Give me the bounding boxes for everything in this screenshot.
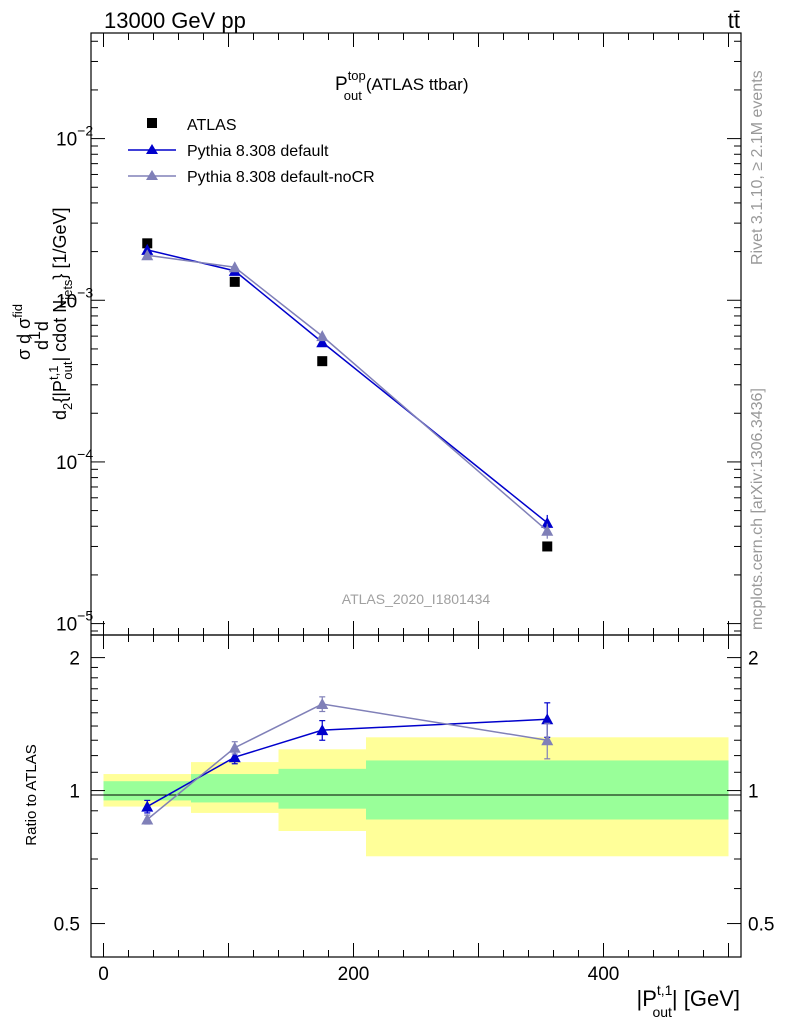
- ratio-ytick-label-right: 2: [748, 649, 759, 670]
- ratio-series-line: [146, 718, 548, 808]
- ratio-data: [141, 696, 554, 825]
- xtick-label: 400: [588, 964, 620, 985]
- main-data: [141, 238, 554, 552]
- ratio-frame: [90, 634, 742, 958]
- ratio-data-point: [141, 813, 154, 825]
- svg-text:σ d σfid: σ d σfid: [10, 304, 34, 360]
- mc-data-point: [316, 330, 329, 342]
- main-ytick-label: 10−2: [56, 123, 93, 151]
- atlas-data-point: [542, 541, 553, 552]
- mc-data-point: [141, 249, 154, 261]
- ratio-panel: 0.5 0.5 1 1 2 2 0 200 400 Ratio to ATLAS: [23, 634, 774, 985]
- ratio-ytick-label: 0.5: [54, 915, 80, 936]
- ratio-data-point: [228, 751, 241, 763]
- analysis-watermark: ATLAS_2020_I1801434: [342, 591, 491, 607]
- xtick-label: 0: [98, 964, 109, 985]
- main-title: Ptop out(ATLAS ttbar): [335, 68, 469, 103]
- mc-data-point: [541, 516, 554, 528]
- svg-text:d1d: d1d: [27, 321, 52, 350]
- stat-uncertainty-band: [278, 768, 366, 809]
- atlas-data-point: [317, 356, 328, 367]
- legend-label-default: Pythia 8.308 default: [187, 143, 329, 160]
- mc-data-point: [316, 336, 329, 348]
- ratio-ytick-label: 1: [69, 782, 80, 803]
- main-ylabel: d1d d2{|Pt,1out| cdot Njets} [1/GeV] σ d…: [10, 208, 75, 420]
- ratio-data-point: [228, 741, 241, 753]
- ratio-series-line: [146, 703, 548, 821]
- ratio-data-point: [316, 724, 329, 736]
- ratio-axis-ticks: 0.5 0.5 1 1 2 2 0 200 400: [54, 635, 774, 985]
- main-ytick-label: 10−5: [56, 608, 93, 636]
- mc-data-point: [228, 261, 241, 273]
- legend: ATLAS Pythia 8.308 default Pythia 8.308 …: [128, 117, 375, 186]
- ratio-data-point: [541, 734, 554, 746]
- ratio-data-point: [141, 800, 154, 812]
- mc-data-point: [541, 524, 554, 536]
- stat-uncertainty-band: [366, 760, 729, 820]
- mc-series-line: [147, 254, 548, 532]
- legend-label-atlas: ATLAS: [187, 117, 237, 134]
- main-ytick-label: 10−4: [56, 446, 93, 474]
- main-panel: 10−510−410−310−2 Ptop out(ATLAS ttbar) d1…: [10, 32, 742, 636]
- ratio-ytick-label: 2: [69, 649, 80, 670]
- energy-label: 13000 GeV pp: [104, 8, 246, 33]
- legend-marker-nocr: [146, 170, 158, 180]
- ratio-data-point: [316, 698, 329, 710]
- legend-marker-default: [146, 144, 158, 154]
- ratio-ytick-label-right: 0.5: [748, 915, 774, 936]
- legend-label-nocr: Pythia 8.308 default-noCR: [187, 169, 375, 186]
- ratio-ylabel: Ratio to ATLAS: [23, 744, 40, 845]
- xtick-label: 200: [338, 964, 370, 985]
- main-axis-ticks: 10−510−410−310−2: [56, 33, 741, 636]
- ratio-ytick-label-right: 1: [748, 782, 759, 803]
- mc-series-line: [147, 249, 548, 524]
- stat-uncertainty-band: [191, 774, 279, 803]
- stat-uncertainty-band: [103, 781, 191, 801]
- mcplots-label: mcplots.cern.ch [arXiv:1306.3436]: [749, 388, 766, 630]
- xaxis-label: |Pt,1 out| [GeV]: [636, 982, 740, 1020]
- process-label: tt̄: [728, 8, 740, 33]
- ratio-data-point: [541, 713, 554, 725]
- atlas-data-point: [229, 276, 240, 287]
- ratio-bands: [103, 737, 729, 857]
- legend-marker-atlas: [147, 118, 157, 128]
- atlas-data-point: [142, 238, 153, 249]
- svg-text:d2{|Pt,1out| cdot Njets} [1/Ge: d2{|Pt,1out| cdot Njets} [1/GeV]: [46, 208, 75, 420]
- rivet-label: Rivet 3.1.10, ≥ 2.1M events: [749, 70, 766, 265]
